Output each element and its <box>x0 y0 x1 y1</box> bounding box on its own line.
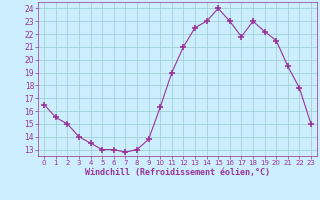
X-axis label: Windchill (Refroidissement éolien,°C): Windchill (Refroidissement éolien,°C) <box>85 168 270 177</box>
